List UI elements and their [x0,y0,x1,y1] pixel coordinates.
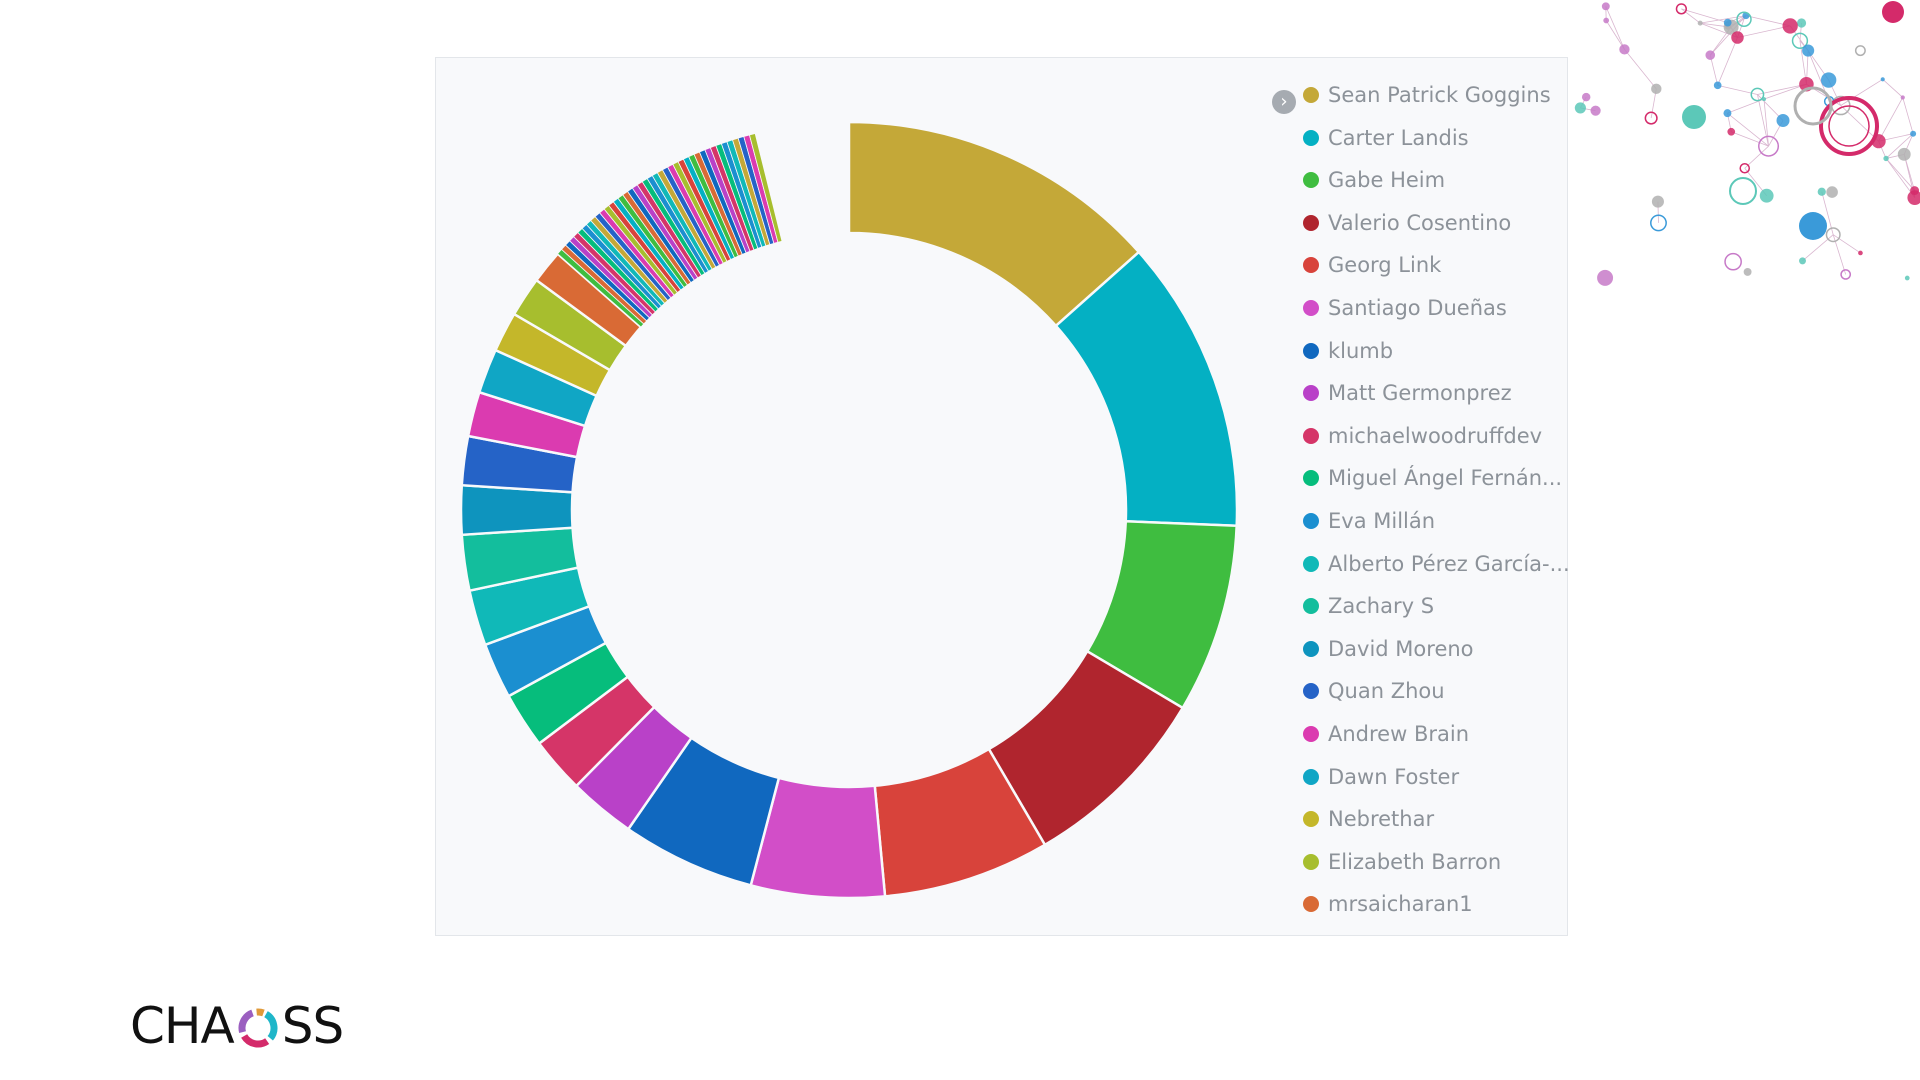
legend-swatch [1303,811,1319,828]
donut-chart [459,120,1239,900]
legend-item[interactable]: Andrew Brain [1303,719,1469,749]
legend-swatch [1303,598,1319,615]
chaoss-logo: CHA SS [130,993,344,1058]
legend-label: michaelwoodruffdev [1328,423,1543,448]
legend-swatch [1303,896,1319,913]
logo-ring-arc [256,1008,265,1016]
legend-label: Miguel Ángel Fernán... [1328,466,1563,491]
legend-label: Carter Landis [1328,125,1469,150]
legend-swatch [1303,513,1319,529]
legend-label: Gabe Heim [1328,168,1446,193]
legend-item[interactable]: Gabe Heim [1303,165,1445,195]
legend-item[interactable]: Georg Link [1303,250,1441,280]
logo-ring-arc [240,1033,269,1047]
legend-label: Zachary S [1328,594,1435,619]
legend-label: Elizabeth Barron [1328,849,1502,874]
legend-swatch [1303,129,1319,146]
legend-label: klumb [1328,338,1394,363]
legend-toggle-button[interactable]: › [1272,90,1296,114]
legend-item[interactable]: Alberto Pérez García-... [1303,549,1570,579]
legend-item[interactable]: Nebrethar [1303,804,1434,834]
legend-item[interactable]: Matt Germonprez [1303,378,1512,408]
legend-swatch [1303,555,1319,572]
chart-panel [435,57,1568,936]
legend-swatch [1303,385,1319,402]
legend-label: Sean Patrick Goggins [1328,83,1551,107]
legend-swatch [1303,427,1319,444]
legend-label: Santiago Dueñas [1328,296,1507,320]
legend-item[interactable]: Carter Landis [1303,123,1469,153]
legend-swatch [1303,300,1319,316]
legend-label: Andrew Brain [1328,722,1470,746]
legend-swatch [1303,342,1319,359]
legend-label: Nebrethar [1328,807,1435,832]
legend-swatch [1303,257,1319,274]
legend-label: David Moreno [1328,636,1474,661]
logo-ring-arc [263,1010,278,1041]
legend-label: Valerio Cosentino [1328,210,1512,235]
legend-label: Quan Zhou [1328,679,1445,704]
legend-item[interactable]: Sean Patrick Goggins [1303,80,1551,110]
legend-swatch [1303,172,1319,189]
legend-item[interactable]: michaelwoodruffdev [1303,421,1542,451]
legend-item[interactable]: Elizabeth Barron [1303,847,1501,877]
legend-label: Dawn Foster [1328,764,1460,789]
legend-swatch [1303,726,1319,742]
legend-swatch [1303,87,1319,103]
legend-item[interactable]: Santiago Dueñas [1303,293,1507,323]
logo-text-right: SS [281,996,344,1055]
legend-item[interactable]: Zachary S [1303,591,1434,621]
donut-slice-14[interactable] [459,483,574,537]
legend-swatch [1303,768,1319,785]
logo-text-left: CHA [130,996,235,1055]
legend-item[interactable]: Eva Millán [1303,506,1435,536]
legend-label: Matt Germonprez [1328,381,1512,406]
legend-swatch [1303,640,1319,657]
legend-item[interactable]: klumb [1303,336,1393,366]
legend-swatch [1303,683,1319,700]
logo-ring-icon [238,1008,278,1047]
legend-label: mrsaicharan1 [1328,892,1473,917]
chevron-right-icon: › [1280,91,1288,112]
legend-item[interactable]: Miguel Ángel Fernán... [1303,463,1562,493]
network-graph-icon [1574,1,1920,286]
legend-label: Georg Link [1328,253,1442,278]
legend-swatch [1303,214,1319,231]
legend-item[interactable]: Dawn Foster [1303,762,1459,792]
legend-item[interactable]: Valerio Cosentino [1303,208,1511,238]
logo-ring-arc [238,1009,254,1033]
legend-swatch [1303,470,1319,487]
legend-item[interactable]: mrsaicharan1 [1303,889,1473,919]
legend-label: Eva Millán [1328,509,1436,533]
legend-item[interactable]: David Moreno [1303,634,1474,664]
legend-label: Alberto Pérez García-... [1328,551,1570,576]
donut-slice-minor-40[interactable] [748,133,783,243]
legend-item[interactable]: Quan Zhou [1303,676,1445,706]
legend-swatch [1303,853,1319,870]
